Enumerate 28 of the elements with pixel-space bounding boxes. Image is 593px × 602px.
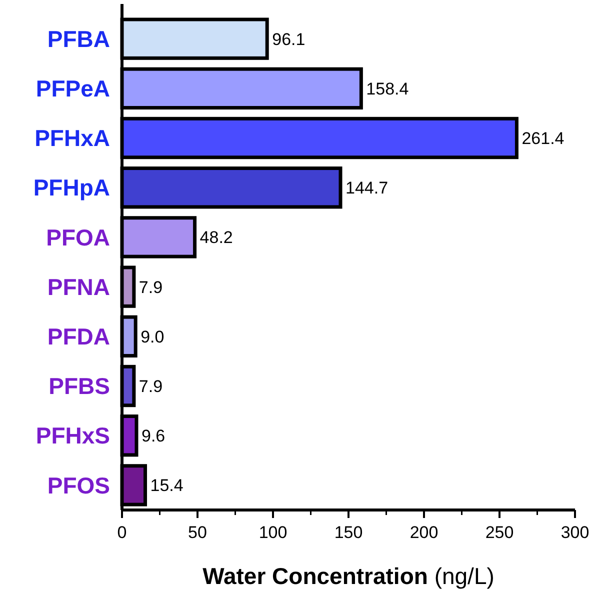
x-tick-label: 0 — [117, 523, 127, 542]
data-label: 96.1 — [272, 30, 306, 49]
data-label: 158.4 — [366, 79, 409, 98]
x-axis-title: Water Concentration (ng/L) — [202, 563, 494, 589]
data-label: 15.4 — [150, 476, 184, 496]
y-tick-label: PFNA — [47, 274, 110, 300]
x-tick-label: 100 — [258, 523, 288, 542]
x-tick-label: 50 — [188, 523, 207, 542]
y-tick-label: PFHpA — [33, 174, 110, 201]
data-label: 9.0 — [140, 327, 164, 346]
y-tick-label: PFDA — [47, 323, 110, 350]
data-label: 144.7 — [345, 178, 388, 198]
y-tick-label: PFOA — [46, 224, 110, 250]
data-label: 261.4 — [522, 128, 564, 148]
y-tick-label: PFOS — [47, 472, 110, 498]
x-tick-label: 250 — [485, 523, 514, 542]
x-tick-label: 150 — [334, 523, 363, 542]
y-tick-label: PFBA — [47, 26, 110, 52]
y-tick-label: PFHxS — [36, 422, 110, 449]
data-label: 48.2 — [200, 228, 233, 248]
data-label: 9.6 — [141, 426, 166, 446]
x-tick-label: 300 — [560, 523, 590, 542]
data-label: 7.9 — [138, 278, 163, 297]
x-tick-label: 200 — [410, 523, 438, 542]
data-label: 7.9 — [138, 376, 163, 396]
y-tick-label: PFBS — [48, 373, 110, 400]
y-tick-label: PFHxA — [34, 125, 110, 152]
y-tick-label: PFPeA — [36, 75, 110, 102]
